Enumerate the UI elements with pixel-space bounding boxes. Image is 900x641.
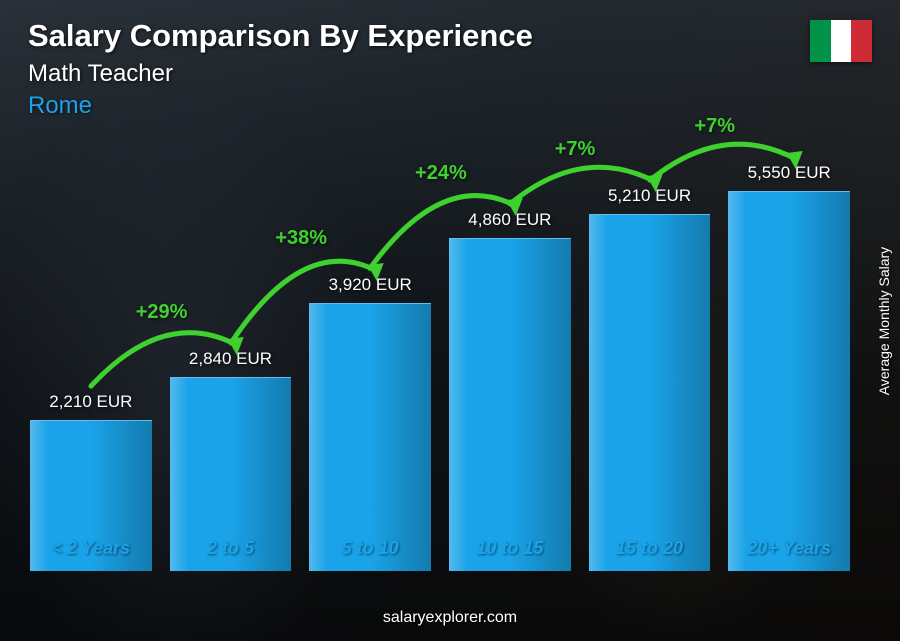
country-flag-icon <box>810 20 872 62</box>
bar-x-label: 5 to 10 <box>342 538 399 559</box>
bar-wrap: 4,860 EUR 10 to 15 <box>449 140 571 571</box>
header: Salary Comparison By Experience Math Tea… <box>28 18 533 120</box>
bar-wrap: 2,840 EUR 2 to 5 <box>170 140 292 571</box>
footer-attribution: salaryexplorer.com <box>0 609 900 627</box>
bar-wrap: 3,920 EUR 5 to 10 <box>309 140 431 571</box>
bar-x-label: 2 to 5 <box>207 538 254 559</box>
chart-container: Salary Comparison By Experience Math Tea… <box>0 0 900 641</box>
bar-value-label: 2,210 EUR <box>49 392 132 412</box>
chart-area: 2,210 EUR < 2 Years 2,840 EUR 2 to 5 3,920 E… <box>30 140 850 571</box>
flag-stripe <box>851 20 872 62</box>
bar-x-label: 10 to 15 <box>476 538 543 559</box>
flag-stripe <box>810 20 831 62</box>
bar-x-label: 15 to 20 <box>616 538 683 559</box>
bar-x-label: 20+ Years <box>747 538 831 559</box>
bar-value-label: 5,550 EUR <box>748 163 831 183</box>
bar: 15 to 20 <box>589 214 711 571</box>
bar-wrap: 5,550 EUR 20+ Years <box>728 140 850 571</box>
chart-location: Rome <box>28 92 533 120</box>
bar: 2 to 5 <box>170 377 292 571</box>
bar-value-label: 4,860 EUR <box>468 210 551 230</box>
bar-x-label: < 2 Years <box>52 538 131 559</box>
bar-wrap: 5,210 EUR 15 to 20 <box>589 140 711 571</box>
bar: 20+ Years <box>728 191 850 571</box>
bar-wrap: 2,210 EUR < 2 Years <box>30 140 152 571</box>
bar: < 2 Years <box>30 420 152 571</box>
bar-value-label: 5,210 EUR <box>608 186 691 206</box>
chart-title: Salary Comparison By Experience <box>28 18 533 54</box>
bar-value-label: 3,920 EUR <box>329 275 412 295</box>
bar-value-label: 2,840 EUR <box>189 349 272 369</box>
flag-stripe <box>831 20 852 62</box>
bar: 10 to 15 <box>449 238 571 571</box>
increase-label: +7% <box>694 115 735 138</box>
chart-subtitle: Math Teacher <box>28 60 533 88</box>
bar: 5 to 10 <box>309 303 431 571</box>
y-axis-label: Average Monthly Salary <box>876 246 892 394</box>
